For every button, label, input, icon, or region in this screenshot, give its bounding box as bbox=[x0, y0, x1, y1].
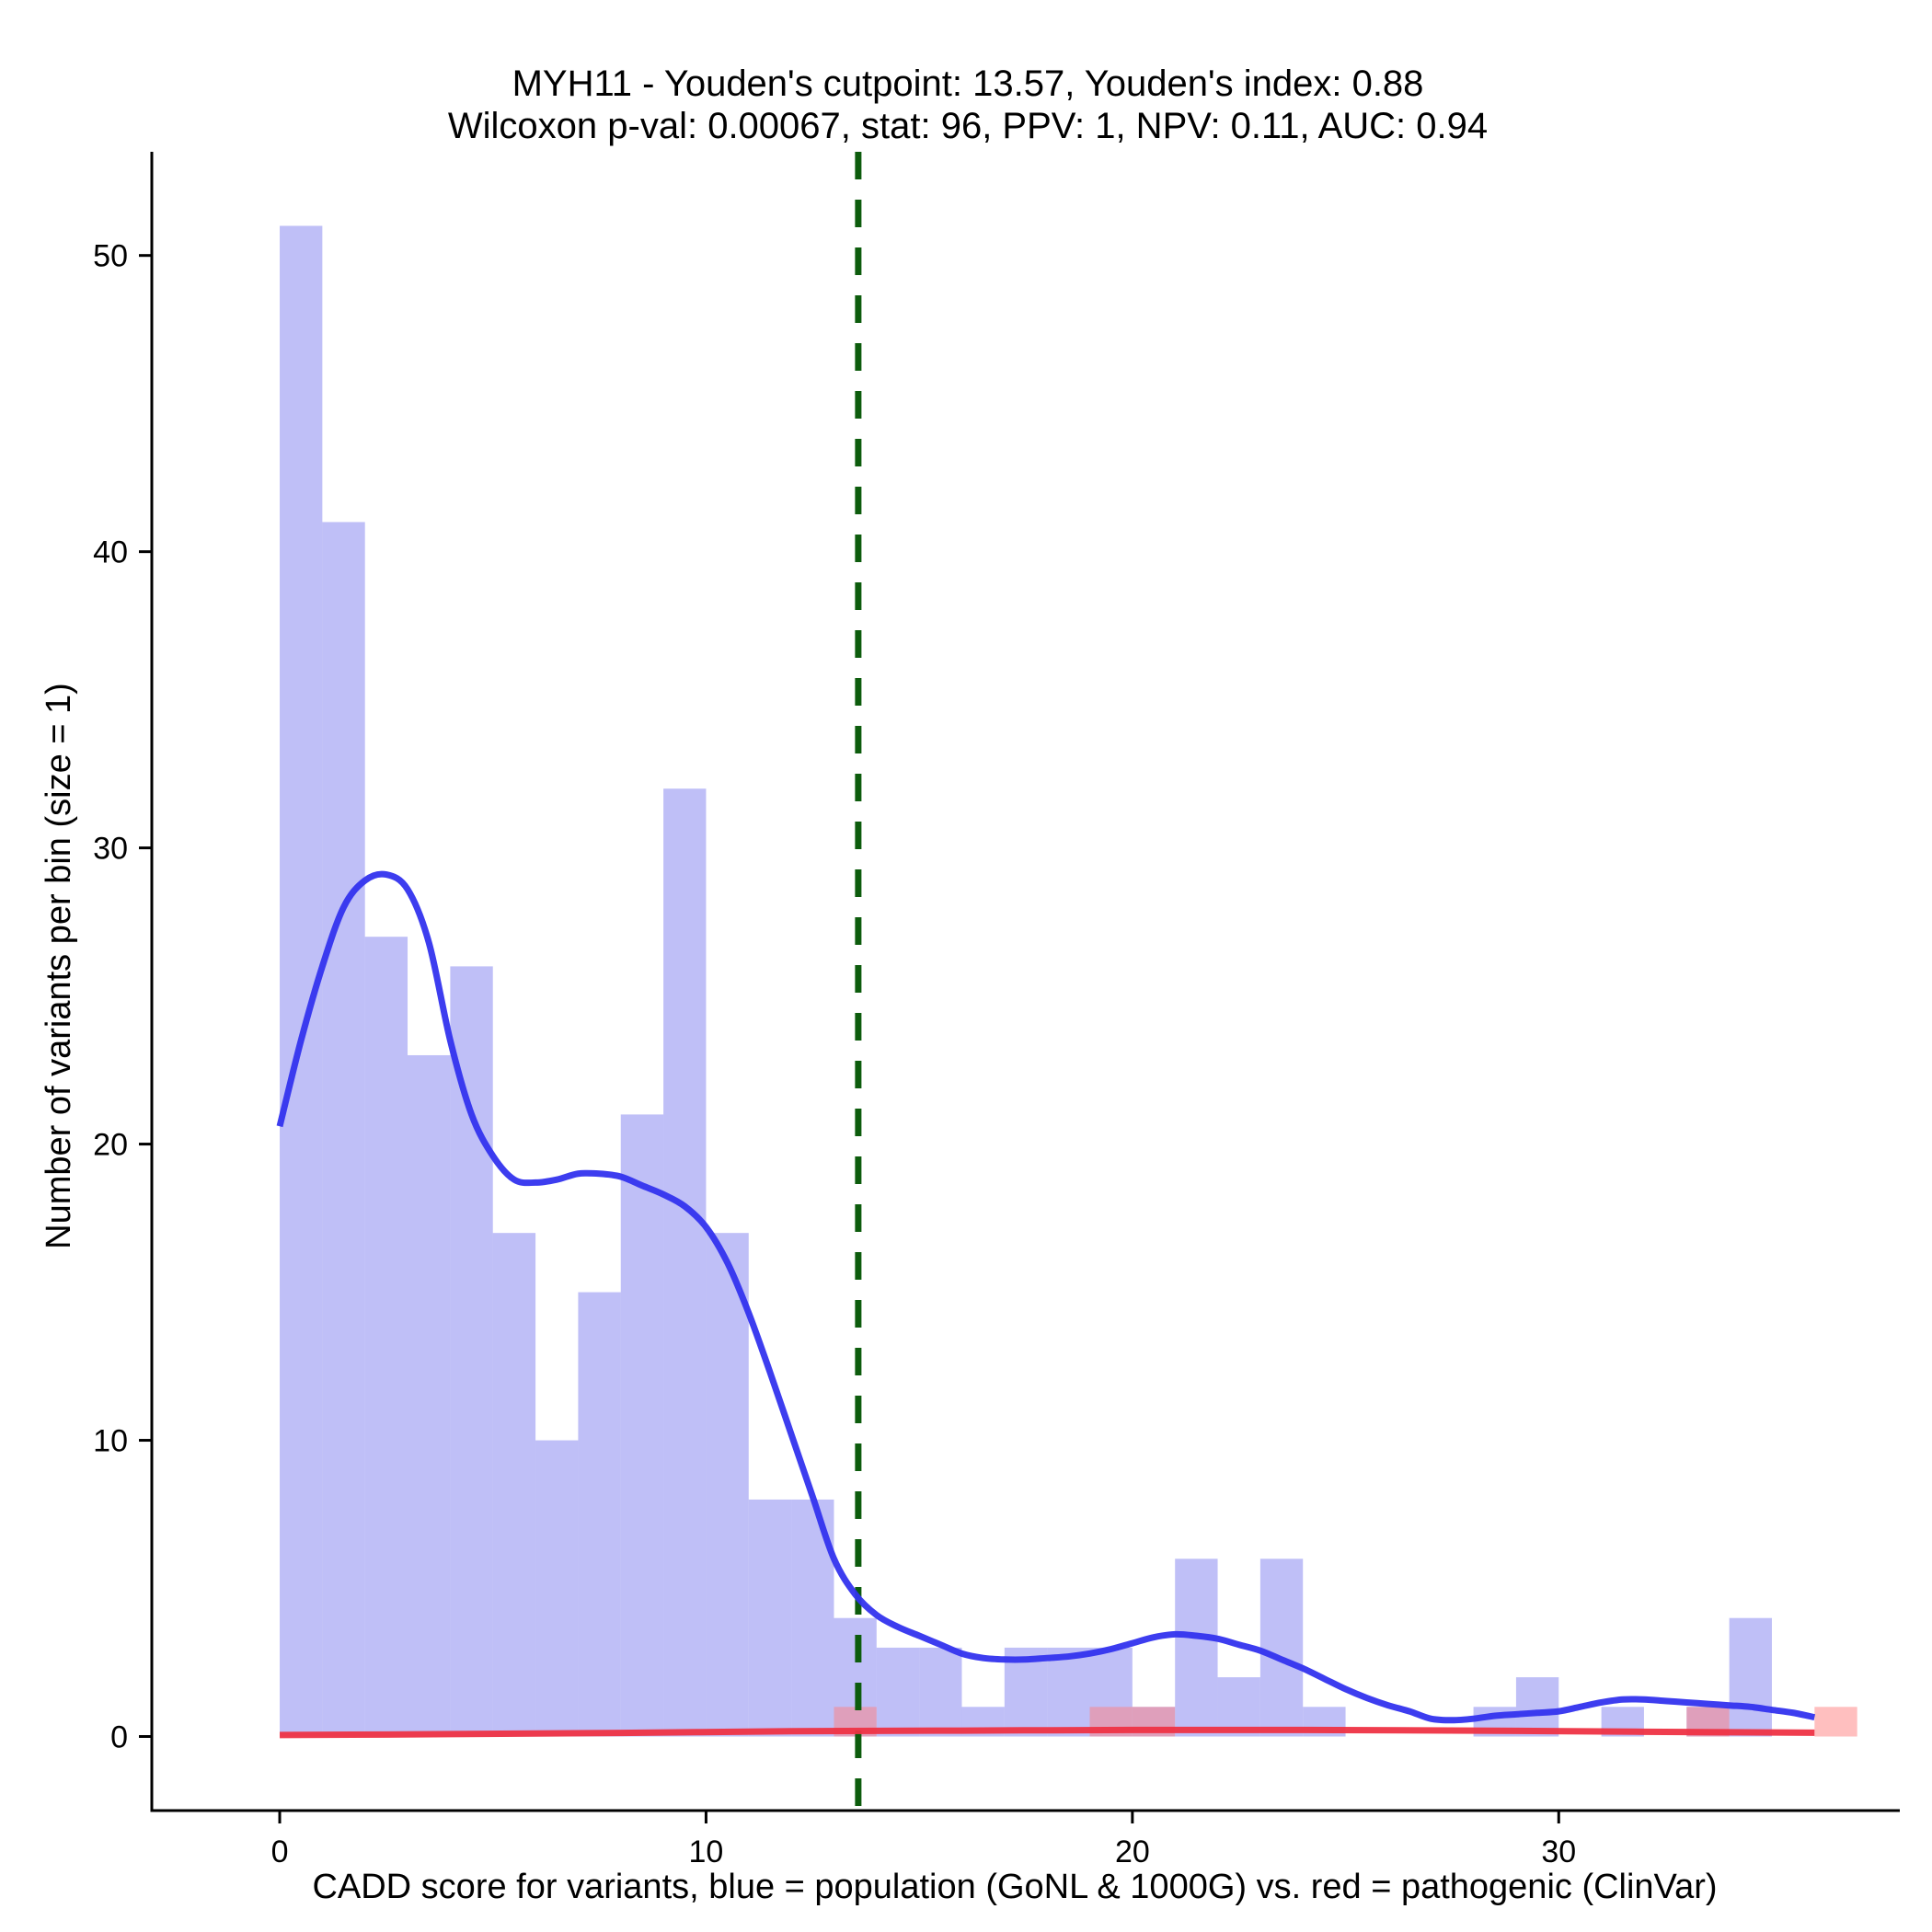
density-curves bbox=[276, 870, 1816, 1739]
population-bar-1 bbox=[322, 522, 365, 1737]
population-bar-11 bbox=[748, 1499, 792, 1737]
population-bar-2 bbox=[364, 937, 408, 1737]
x-axis-title: CADD score for variants, blue = populati… bbox=[312, 1868, 1717, 1906]
axes: 0 10 20 30 0 10 20 30 40 50 bbox=[93, 152, 1900, 1869]
population-bar-3 bbox=[408, 1054, 451, 1737]
y-tick-label-0: 0 bbox=[110, 1720, 128, 1755]
pathogenic-density-curve bbox=[280, 1726, 1815, 1739]
y-tick-label-20: 20 bbox=[93, 1128, 128, 1163]
population-bar-29 bbox=[1515, 1677, 1559, 1737]
population-bar-22 bbox=[1217, 1677, 1260, 1737]
y-tick-label-50: 50 bbox=[93, 239, 128, 274]
title-line-1: MYH11 - Youden's cutpoint: 13.57, Youden… bbox=[512, 63, 1424, 104]
pathogenic-bar-36 bbox=[1814, 1707, 1857, 1737]
histogram-bars bbox=[280, 225, 1857, 1737]
population-bar-6 bbox=[535, 1440, 579, 1737]
chart-title: MYH11 - Youden's cutpoint: 13.57, Youden… bbox=[448, 63, 1488, 146]
population-bar-15 bbox=[919, 1647, 962, 1737]
x-tick-label-20: 20 bbox=[1115, 1834, 1150, 1869]
population-bar-14 bbox=[876, 1647, 920, 1737]
population-bar-34 bbox=[1729, 1617, 1772, 1737]
x-tick-label-0: 0 bbox=[271, 1834, 289, 1869]
population-bar-7 bbox=[578, 1292, 621, 1737]
population-density-curve bbox=[276, 870, 1816, 1724]
population-bar-8 bbox=[620, 1114, 664, 1737]
population-bar-5 bbox=[492, 1233, 536, 1737]
population-bar-9 bbox=[663, 788, 707, 1737]
population-bar-10 bbox=[706, 1233, 749, 1737]
population-bar-21 bbox=[1175, 1558, 1218, 1737]
y-tick-label-30: 30 bbox=[93, 832, 128, 867]
x-tick-label-30: 30 bbox=[1541, 1834, 1576, 1869]
population-bar-4 bbox=[450, 966, 493, 1737]
x-tick-label-10: 10 bbox=[689, 1834, 724, 1869]
y-axis-title: Number of variants per bin (size = 1) bbox=[40, 683, 78, 1249]
y-tick-label-40: 40 bbox=[93, 535, 128, 570]
y-tick-label-10: 10 bbox=[93, 1424, 128, 1459]
population-bar-18 bbox=[1047, 1647, 1090, 1737]
title-line-2: Wilcoxon p-val: 0.00067, stat: 96, PPV: … bbox=[448, 106, 1488, 146]
population-bar-23 bbox=[1259, 1558, 1304, 1737]
